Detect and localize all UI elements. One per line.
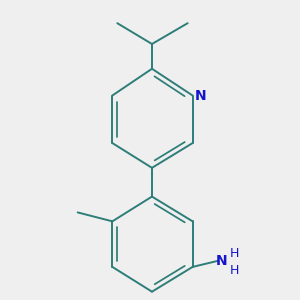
Text: H: H — [230, 264, 239, 278]
Text: H: H — [230, 247, 239, 260]
Text: N: N — [195, 88, 206, 103]
Text: N: N — [215, 254, 227, 268]
